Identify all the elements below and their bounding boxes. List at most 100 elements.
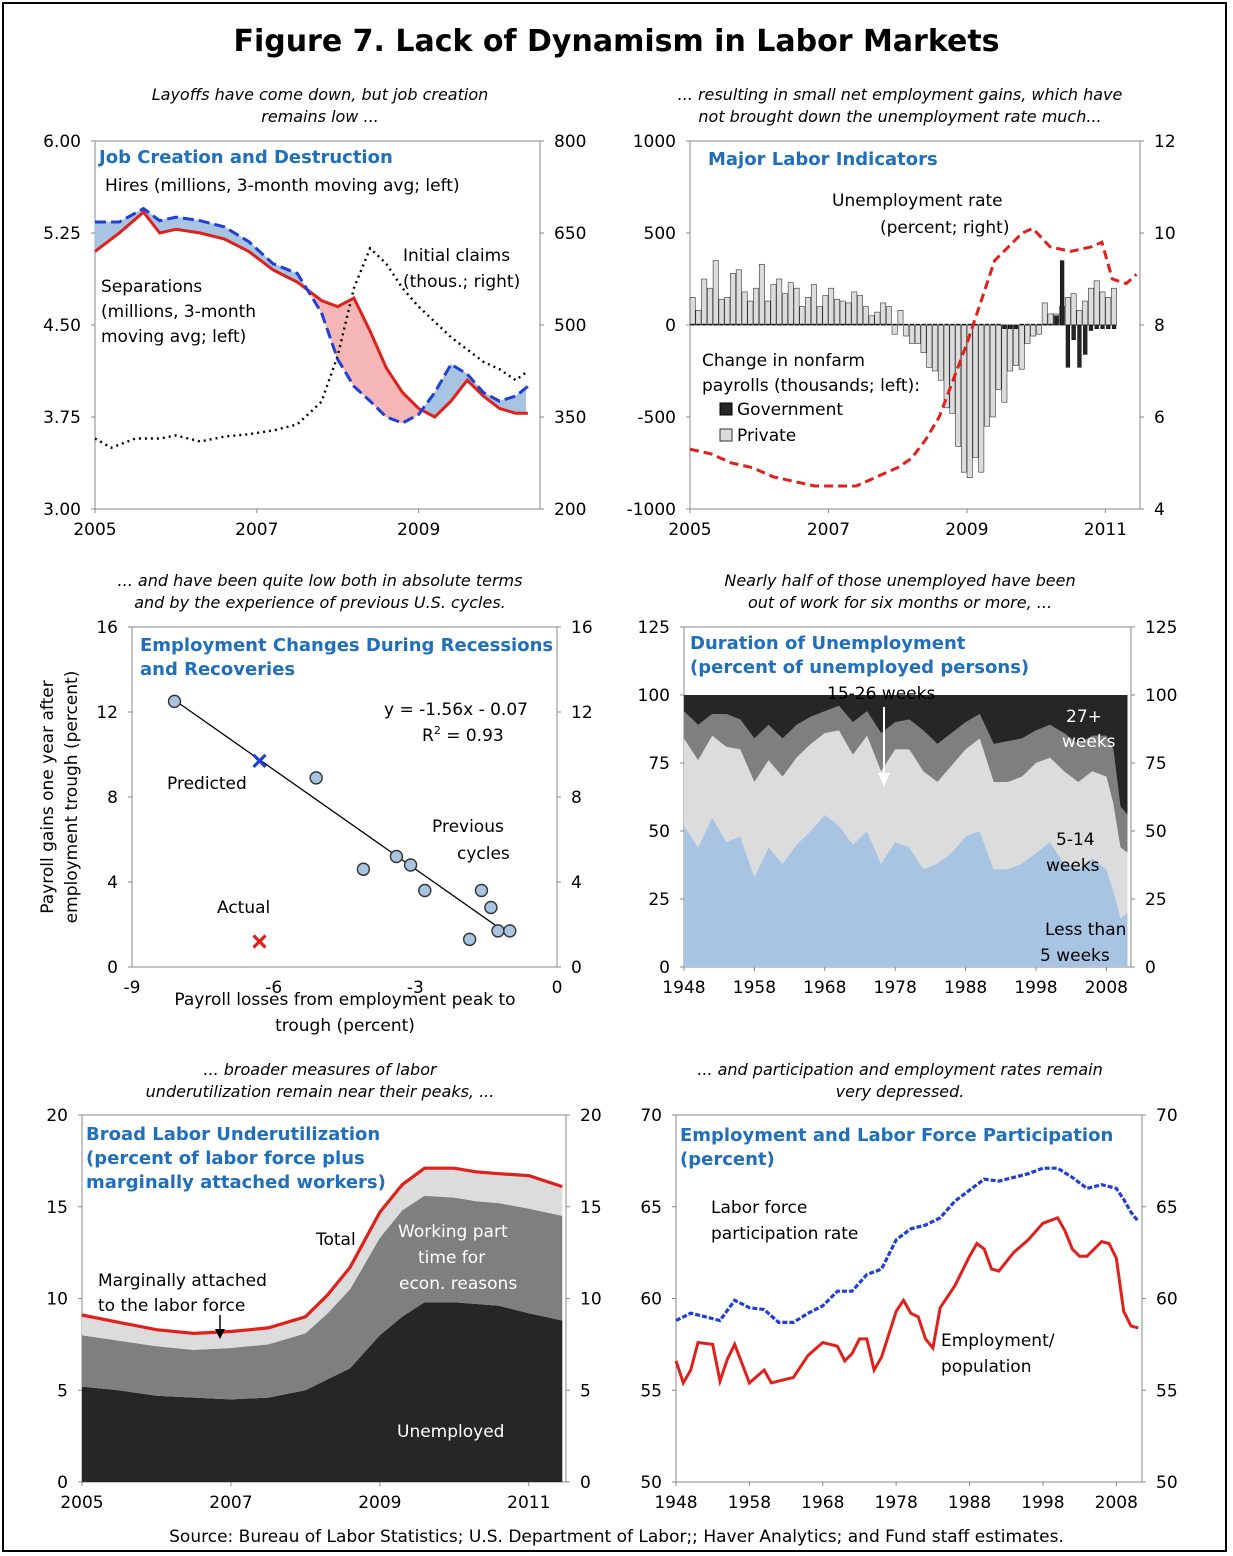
panel1-gap-fill-5: [104, 221, 108, 245]
panel1-gap-fill-120: [337, 305, 341, 364]
panel3-x-3: 0: [552, 978, 563, 998]
panel2-bar-government-55: [1008, 324, 1013, 329]
panel2-bar-private-50: [978, 324, 985, 473]
panel1-ytick-right-2: 500: [554, 316, 586, 336]
panel1-gap-fill-124: [345, 300, 349, 378]
panel2-bar-government-28: [852, 323, 857, 326]
panel1-ytick-left-2: 4.50: [43, 316, 81, 336]
panel2-bar-government-59: [1031, 323, 1036, 326]
panel3-point-1: [309, 771, 323, 785]
panel5-ytick-right-3: 15: [580, 1198, 602, 1218]
panel1-gap-fill-51: [197, 220, 201, 234]
panel5-x-2: 2009: [358, 1493, 401, 1513]
panel3-ytick-right-3: 12: [571, 703, 593, 723]
panel3-point-4: [356, 862, 371, 876]
panel2-bar-private-44: [943, 324, 950, 409]
panel2-bar-government-11: [754, 323, 759, 326]
panel2-bar-private-52: [989, 324, 996, 418]
panel2-bar-private-59: [1030, 324, 1037, 337]
panel2-bar-private-26: [839, 300, 846, 326]
panel4-ytick-left-3: 75: [648, 754, 670, 774]
panel2-x-1: 2007: [807, 520, 850, 540]
panel2-bar-private-1: [695, 309, 702, 326]
panel2-legend-private: Private: [737, 426, 796, 446]
panel2-bar-government-65: [1065, 324, 1071, 368]
panel2-bar-private-68: [1082, 300, 1089, 326]
panel5-arrow-head: [215, 1329, 225, 1339]
panel1-gap-fill-206: [511, 396, 515, 414]
panel1-x-1: 2007: [235, 520, 278, 540]
panel2-bar-government-9: [742, 323, 747, 326]
panel1-gap-fill-149: [396, 382, 399, 423]
panel3-x-0: -9: [124, 978, 141, 998]
source-note: Source: Bureau of Labor Statistics; U.S.…: [169, 1527, 1064, 1547]
panel2-bar-government-30: [863, 323, 868, 326]
panel1-gap-fill-212: [523, 387, 527, 414]
panel2-bar-private-27: [845, 302, 852, 326]
panel2-legend-swatch-government: [719, 402, 733, 416]
panel2-bar-government-58: [1025, 323, 1030, 326]
panel2-bar-government-0: [690, 323, 695, 326]
panel6-x-1: 1958: [728, 1493, 771, 1513]
panel5-ytick-right-2: 10: [580, 1290, 602, 1310]
panel6-label-epop-2: population: [941, 1357, 1031, 1377]
panel1-gap-fill-45: [185, 218, 189, 232]
panel5-title-2: marginally attached workers): [86, 1172, 386, 1193]
panel2-bar-private-36: [897, 309, 904, 326]
panel2-bar-government-56: [1013, 324, 1019, 329]
panel2-bar-private-15: [776, 278, 783, 326]
panel3-point-6: [474, 883, 489, 898]
panel1-gap-fill-126: [349, 298, 353, 385]
panel3-xlabel-0: Payroll losses from employment peak to: [174, 990, 515, 1010]
panel5-title-1: (percent of labor force plus: [86, 1148, 365, 1169]
panel1-gap-fill-141: [379, 354, 383, 414]
panel3-x-2: -3: [407, 978, 424, 998]
caption-1-line-1: Layoffs have come down, but job creation: [151, 85, 489, 104]
panel1-gap-fill-208: [515, 393, 519, 414]
panel2-x-3: 2011: [1084, 520, 1127, 540]
panel6-ytick-right-0: 50: [1156, 1473, 1178, 1493]
panel3-point-3: [403, 858, 418, 872]
panel4-label-lt5-1: Less than: [1045, 920, 1126, 940]
panel1-label-claims-2: (thous.; right): [403, 272, 520, 292]
panel3-point-0: [167, 694, 182, 709]
panel3-point-2: [389, 849, 404, 864]
panel4-arrow-head: [878, 773, 890, 787]
panel6-ytick-left-4: 70: [640, 1106, 662, 1126]
panel5-x-3: 2011: [507, 1493, 550, 1513]
panel2-bar-government-20: [805, 323, 811, 326]
panel3-point-9: [491, 924, 505, 938]
panel2-bar-private-71: [1099, 291, 1106, 326]
panel6-ytick-right-2: 60: [1156, 1290, 1178, 1310]
panel1-gap-fill-132: [361, 314, 365, 397]
panel2-bar-private-45: [949, 324, 956, 414]
panel2-x-2: 2009: [945, 520, 988, 540]
panel2-bar-private-51: [984, 324, 990, 427]
panel2-bar-government-68: [1083, 324, 1088, 355]
panel2-title-0: Major Labor Indicators: [708, 149, 938, 170]
panel2-bar-private-69: [1087, 287, 1094, 326]
panel1-gap-fill-0: [94, 221, 98, 253]
panel2-bar-government-18: [794, 323, 799, 326]
caption-6-line-1: ... and participation and employment rat…: [697, 1060, 1103, 1079]
panel5-label-marginal-1: Marginally attached: [98, 1271, 267, 1291]
panel2-bar-private-4: [712, 260, 719, 326]
panel2-bar-government-43: [938, 323, 944, 326]
panel1-ytick-right-3: 650: [554, 224, 586, 244]
panel1-gap-fill-139: [375, 344, 379, 410]
panel3-ytick-left-4: 16: [96, 618, 118, 638]
panel2-legend-swatch-private: [719, 428, 733, 442]
panel2-bar-government-34: [886, 323, 892, 326]
caption-3-line-1: ... and have been quite low both in abso…: [117, 571, 523, 590]
panel1-gap-fill-173: [444, 370, 448, 408]
panel1-gap-fill-144: [385, 366, 389, 419]
panel1-gap-fill-127: [351, 297, 355, 388]
panel2-bar-private-7: [730, 273, 736, 326]
panel2-bar-government-17: [788, 323, 793, 326]
panel1-label-hires: Hires (millions, 3-month moving avg; lef…: [105, 176, 460, 196]
panel1-gap-fill-142: [381, 358, 385, 416]
caption-1: Layoffs have come down, but job creation…: [80, 84, 560, 128]
panel1-gap-fill-121: [339, 303, 343, 368]
panel1-gap-fill-207: [513, 395, 517, 414]
panel2-bar-government-48: [967, 323, 972, 326]
